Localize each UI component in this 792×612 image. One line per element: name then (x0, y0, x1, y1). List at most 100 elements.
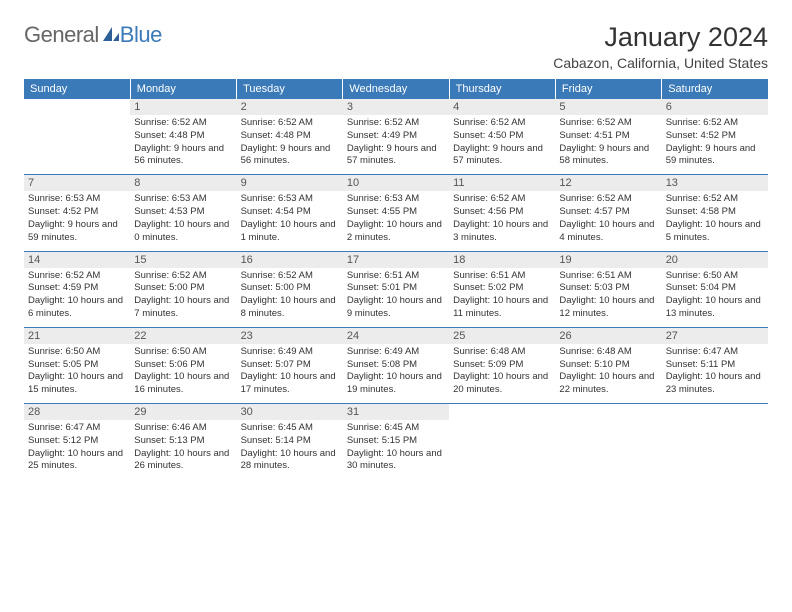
day-detail-cell: Sunrise: 6:53 AMSunset: 4:54 PMDaylight:… (237, 191, 343, 251)
day-number-row: 123456 (24, 99, 768, 115)
day-detail-cell: Sunrise: 6:45 AMSunset: 5:15 PMDaylight:… (343, 420, 449, 479)
day-number-cell: 30 (237, 404, 343, 420)
day-detail-cell: Sunrise: 6:53 AMSunset: 4:52 PMDaylight:… (24, 191, 130, 251)
day-number-cell: 9 (237, 175, 343, 191)
day-number-cell: 22 (130, 328, 236, 344)
day-number-cell: 2 (237, 99, 343, 115)
day-number-cell: 13 (662, 175, 768, 191)
day-number-cell: 19 (555, 252, 661, 268)
title-block: January 2024 Cabazon, California, United… (553, 22, 768, 71)
day-detail-cell: Sunrise: 6:52 AMSunset: 4:58 PMDaylight:… (662, 191, 768, 251)
day-number-cell: 11 (449, 175, 555, 191)
day-detail-cell: Sunrise: 6:48 AMSunset: 5:10 PMDaylight:… (555, 344, 661, 404)
day-detail-cell: Sunrise: 6:51 AMSunset: 5:03 PMDaylight:… (555, 268, 661, 328)
logo: General Blue (24, 22, 162, 48)
logo-sail-icon (102, 22, 120, 48)
day-detail-cell: Sunrise: 6:52 AMSunset: 4:59 PMDaylight:… (24, 268, 130, 328)
day-number-cell: 10 (343, 175, 449, 191)
day-header: Monday (130, 79, 236, 99)
day-detail-cell: Sunrise: 6:53 AMSunset: 4:53 PMDaylight:… (130, 191, 236, 251)
day-number-cell (449, 404, 555, 420)
location: Cabazon, California, United States (553, 55, 768, 71)
day-detail-cell: Sunrise: 6:47 AMSunset: 5:12 PMDaylight:… (24, 420, 130, 479)
day-number-cell (662, 404, 768, 420)
day-detail-cell (662, 420, 768, 479)
day-detail-cell: Sunrise: 6:52 AMSunset: 4:50 PMDaylight:… (449, 115, 555, 175)
day-number-row: 14151617181920 (24, 252, 768, 268)
day-number-cell: 25 (449, 328, 555, 344)
logo-text-general: General (24, 22, 99, 48)
day-number-cell: 8 (130, 175, 236, 191)
day-header: Saturday (662, 79, 768, 99)
month-title: January 2024 (553, 22, 768, 53)
day-detail-cell: Sunrise: 6:46 AMSunset: 5:13 PMDaylight:… (130, 420, 236, 479)
day-detail-cell: Sunrise: 6:50 AMSunset: 5:05 PMDaylight:… (24, 344, 130, 404)
day-number-row: 21222324252627 (24, 328, 768, 344)
day-number-cell: 14 (24, 252, 130, 268)
day-number-cell: 7 (24, 175, 130, 191)
day-detail-cell: Sunrise: 6:48 AMSunset: 5:09 PMDaylight:… (449, 344, 555, 404)
day-number-cell: 20 (662, 252, 768, 268)
day-number-cell (555, 404, 661, 420)
day-detail-row: Sunrise: 6:52 AMSunset: 4:48 PMDaylight:… (24, 115, 768, 175)
day-number-cell: 17 (343, 252, 449, 268)
day-number-cell: 23 (237, 328, 343, 344)
day-detail-cell (449, 420, 555, 479)
day-number-cell: 16 (237, 252, 343, 268)
day-detail-cell (24, 115, 130, 175)
day-detail-cell: Sunrise: 6:52 AMSunset: 4:48 PMDaylight:… (130, 115, 236, 175)
day-detail-cell: Sunrise: 6:53 AMSunset: 4:55 PMDaylight:… (343, 191, 449, 251)
day-detail-cell: Sunrise: 6:49 AMSunset: 5:07 PMDaylight:… (237, 344, 343, 404)
day-number-cell: 6 (662, 99, 768, 115)
day-number-cell: 4 (449, 99, 555, 115)
day-detail-row: Sunrise: 6:52 AMSunset: 4:59 PMDaylight:… (24, 268, 768, 328)
day-number-cell: 5 (555, 99, 661, 115)
logo-text-blue: Blue (120, 22, 162, 48)
calendar-body: 123456Sunrise: 6:52 AMSunset: 4:48 PMDay… (24, 99, 768, 479)
day-header: Wednesday (343, 79, 449, 99)
day-detail-row: Sunrise: 6:47 AMSunset: 5:12 PMDaylight:… (24, 420, 768, 479)
header: General Blue January 2024 Cabazon, Calif… (24, 22, 768, 71)
day-number-cell: 29 (130, 404, 236, 420)
calendar-table: SundayMondayTuesdayWednesdayThursdayFrid… (24, 79, 768, 479)
day-header: Sunday (24, 79, 130, 99)
day-number-cell (24, 99, 130, 115)
day-detail-cell: Sunrise: 6:50 AMSunset: 5:04 PMDaylight:… (662, 268, 768, 328)
day-detail-cell: Sunrise: 6:52 AMSunset: 4:52 PMDaylight:… (662, 115, 768, 175)
day-number-cell: 21 (24, 328, 130, 344)
calendar-head: SundayMondayTuesdayWednesdayThursdayFrid… (24, 79, 768, 99)
day-number-cell: 24 (343, 328, 449, 344)
day-number-cell: 31 (343, 404, 449, 420)
day-detail-row: Sunrise: 6:53 AMSunset: 4:52 PMDaylight:… (24, 191, 768, 251)
day-detail-cell (555, 420, 661, 479)
day-detail-cell: Sunrise: 6:52 AMSunset: 4:57 PMDaylight:… (555, 191, 661, 251)
day-number-cell: 1 (130, 99, 236, 115)
day-detail-cell: Sunrise: 6:47 AMSunset: 5:11 PMDaylight:… (662, 344, 768, 404)
day-detail-cell: Sunrise: 6:52 AMSunset: 5:00 PMDaylight:… (130, 268, 236, 328)
day-detail-cell: Sunrise: 6:49 AMSunset: 5:08 PMDaylight:… (343, 344, 449, 404)
day-detail-cell: Sunrise: 6:50 AMSunset: 5:06 PMDaylight:… (130, 344, 236, 404)
day-detail-cell: Sunrise: 6:52 AMSunset: 4:48 PMDaylight:… (237, 115, 343, 175)
day-number-cell: 18 (449, 252, 555, 268)
day-detail-row: Sunrise: 6:50 AMSunset: 5:05 PMDaylight:… (24, 344, 768, 404)
day-detail-cell: Sunrise: 6:52 AMSunset: 4:56 PMDaylight:… (449, 191, 555, 251)
day-detail-cell: Sunrise: 6:51 AMSunset: 5:01 PMDaylight:… (343, 268, 449, 328)
day-detail-cell: Sunrise: 6:52 AMSunset: 4:49 PMDaylight:… (343, 115, 449, 175)
day-detail-cell: Sunrise: 6:52 AMSunset: 4:51 PMDaylight:… (555, 115, 661, 175)
day-header: Thursday (449, 79, 555, 99)
day-detail-cell: Sunrise: 6:52 AMSunset: 5:00 PMDaylight:… (237, 268, 343, 328)
day-number-cell: 3 (343, 99, 449, 115)
day-header-row: SundayMondayTuesdayWednesdayThursdayFrid… (24, 79, 768, 99)
day-detail-cell: Sunrise: 6:45 AMSunset: 5:14 PMDaylight:… (237, 420, 343, 479)
day-number-cell: 12 (555, 175, 661, 191)
day-number-cell: 28 (24, 404, 130, 420)
day-header: Tuesday (237, 79, 343, 99)
day-number-row: 78910111213 (24, 175, 768, 191)
day-number-cell: 27 (662, 328, 768, 344)
day-number-cell: 26 (555, 328, 661, 344)
day-detail-cell: Sunrise: 6:51 AMSunset: 5:02 PMDaylight:… (449, 268, 555, 328)
day-number-row: 28293031 (24, 404, 768, 420)
day-number-cell: 15 (130, 252, 236, 268)
day-header: Friday (555, 79, 661, 99)
calendar-page: General Blue January 2024 Cabazon, Calif… (0, 0, 792, 499)
